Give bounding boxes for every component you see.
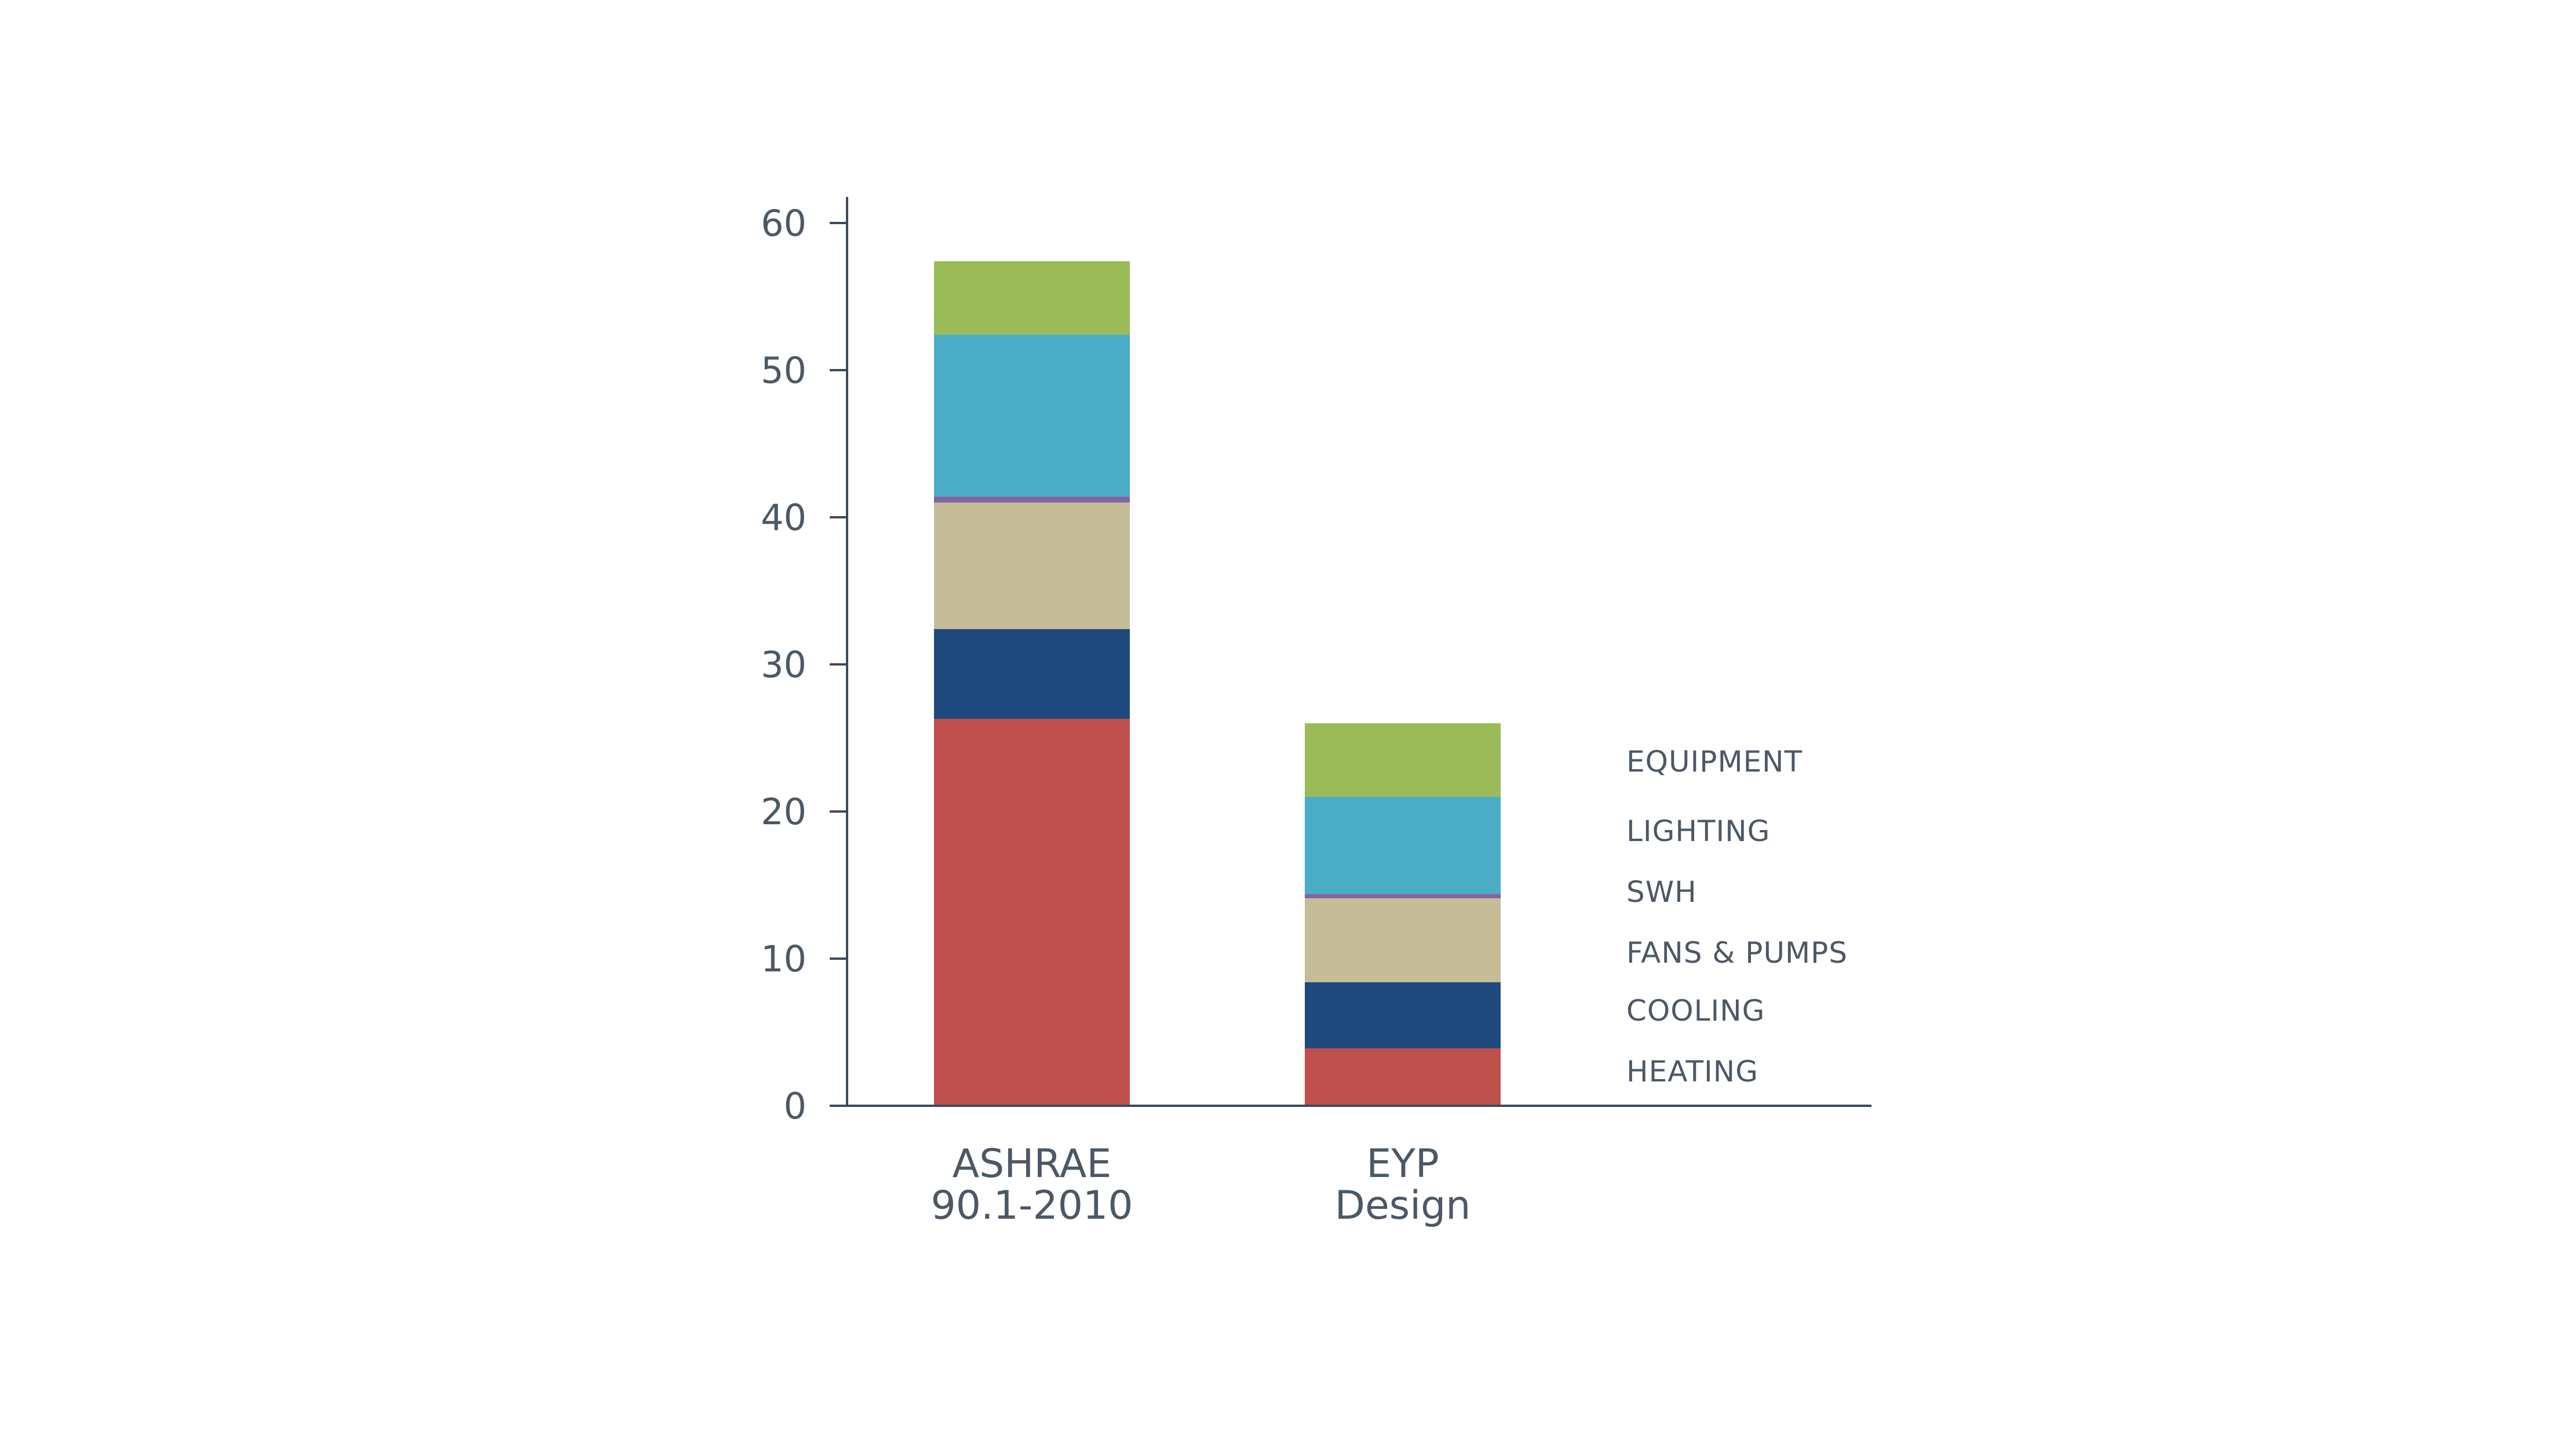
- category-label-2-line-1: EYP: [1366, 1141, 1439, 1187]
- y-tick-label-40: 40: [761, 496, 807, 539]
- bar-segment-cooling-2: [1305, 982, 1501, 1048]
- bar-segment-equipment-2: [1305, 723, 1501, 797]
- y-tick-label-20: 20: [761, 791, 807, 833]
- legend-label-cooling: COOLING: [1626, 994, 1765, 1028]
- y-tick-label-0: 0: [784, 1085, 807, 1127]
- category-label-2-line-2: Design: [1335, 1183, 1471, 1229]
- bar-segment-cooling-1: [934, 629, 1130, 719]
- y-tick-label-30: 30: [761, 644, 807, 686]
- legend-layer: HEATING COOLING FANS & PUMPS SWH LIGHTING EQU…: [1626, 745, 1848, 1088]
- bar-segment-fans-pumps-2: [1305, 898, 1501, 982]
- bar-segment-heating-2: [1305, 1048, 1501, 1106]
- legend-label-lighting: LIGHTING: [1626, 814, 1770, 848]
- axes-layer: [830, 197, 1871, 1107]
- legend-label-equipment: EQUIPMENT: [1626, 745, 1803, 779]
- y-tick-label-60: 60: [761, 202, 807, 244]
- bar-segment-lighting-2: [1305, 796, 1501, 894]
- bar-segment-lighting-1: [934, 335, 1130, 497]
- bar-segment-heating-1: [934, 718, 1130, 1106]
- legend-label-heating: HEATING: [1626, 1055, 1758, 1088]
- bar-segment-equipment-1: [934, 261, 1130, 335]
- bar-segment-fans-pumps-1: [934, 502, 1130, 630]
- bar-segment-swh-2: [1305, 894, 1501, 898]
- category-label-1-line-2: 90.1-2010: [931, 1183, 1133, 1229]
- y-tick-label-10: 10: [761, 938, 807, 980]
- bars-layer: [934, 261, 1501, 1106]
- category-label-1-line-1: ASHRAE: [953, 1141, 1112, 1187]
- legend-label-swh: SWH: [1626, 875, 1697, 909]
- bar-segment-swh-1: [934, 496, 1130, 503]
- y-tick-label-50: 50: [761, 349, 807, 392]
- legend-label-fans-pumps: FANS & PUMPS: [1626, 936, 1848, 970]
